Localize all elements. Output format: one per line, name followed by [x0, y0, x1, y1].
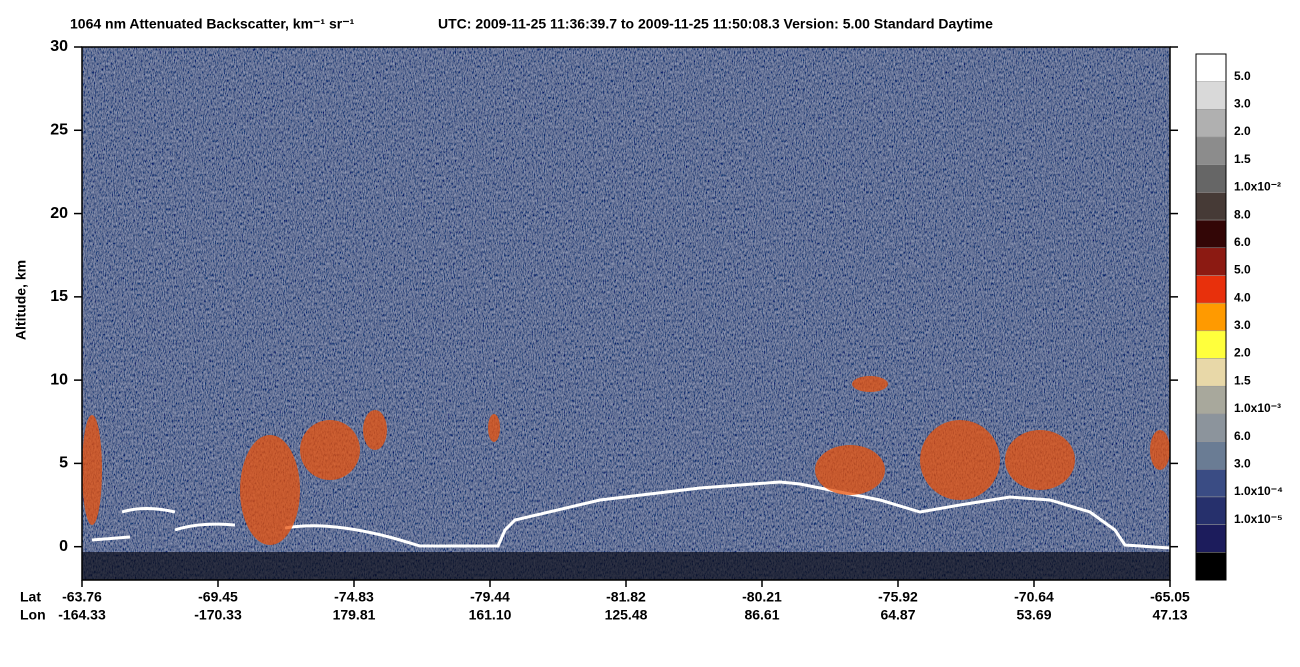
- colorbar-label: 1.0x10⁻⁵: [1234, 512, 1283, 526]
- colorbar-label: 8.0: [1234, 207, 1251, 221]
- colorbar-swatch: [1195, 552, 1227, 581]
- cloud-features: [82, 376, 1170, 545]
- colorbar-swatch: [1195, 275, 1227, 304]
- x-tick-label: 47.13: [1152, 607, 1187, 623]
- colorbar-label: 2.0: [1234, 346, 1251, 360]
- y-tick-label: 30: [50, 38, 68, 55]
- colorbar-label: 1.0x10⁻²: [1234, 180, 1281, 194]
- colorbar-swatch: [1195, 53, 1227, 82]
- y-tick-label: 10: [50, 371, 68, 388]
- x-tick-label: 86.61: [744, 607, 779, 623]
- colorbar-label: 1.0x10⁻³: [1234, 401, 1281, 415]
- colorbar-label: 3.0: [1234, 97, 1251, 111]
- colorbar-label: 1.0x10⁻⁴: [1234, 484, 1283, 498]
- subsurface: [82, 552, 1170, 580]
- y-tick-label: 20: [50, 205, 68, 222]
- colorbar-label: 1.5: [1234, 373, 1251, 387]
- colorbar-swatch: [1195, 413, 1227, 442]
- colorbar-swatch: [1195, 164, 1227, 193]
- surface-return: [91, 480, 1171, 550]
- colorbar-swatch: [1195, 469, 1227, 498]
- x-tick-label: -170.33: [194, 607, 242, 623]
- colorbar-swatch: [1195, 109, 1227, 138]
- colorbar-label: 6.0: [1234, 235, 1251, 249]
- y-tick-label: 25: [50, 122, 68, 139]
- colorbar-swatch: [1195, 192, 1227, 221]
- colorbar-label: 3.0: [1234, 456, 1251, 470]
- x-tick-label: 161.10: [469, 607, 512, 623]
- colorbar-swatch: [1195, 136, 1227, 165]
- colorbar-swatch: [1195, 302, 1227, 332]
- x-tick-label: -79.44: [470, 589, 510, 605]
- colorbar-swatch: [1195, 81, 1227, 110]
- x-tick-label: -80.21: [742, 589, 782, 605]
- plot-image: [82, 47, 1171, 580]
- chart-subtitle: UTC: 2009-11-25 11:36:39.7 to 2009-11-25…: [438, 16, 993, 32]
- colorbar-swatch: [1195, 385, 1227, 415]
- y-axis-label: Altitude, km: [13, 260, 29, 340]
- colorbar-label: 5.0: [1234, 69, 1251, 83]
- colorbar-label: 4.0: [1234, 290, 1251, 304]
- colorbar: 5.0 3.0 2.0 1.5 1.0x10⁻² 8.0 6.0 5.0 4.0 3.0 2.0 1.…: [1195, 53, 1283, 581]
- colorbar-swatch: [1195, 524, 1227, 553]
- y-tick-label: 5: [59, 455, 68, 472]
- chart-title: 1064 nm Attenuated Backscatter, km⁻¹ sr⁻…: [70, 16, 355, 32]
- x-tick-label: -65.05: [1150, 589, 1190, 605]
- colorbar-label: 5.0: [1234, 263, 1251, 277]
- colorbar-swatch: [1195, 219, 1227, 249]
- colorbar-swatch: [1195, 247, 1227, 276]
- colorbar-swatch: [1195, 358, 1227, 387]
- x-tick-label: -69.45: [198, 589, 238, 605]
- y-tick-label: 0: [59, 538, 68, 555]
- colorbar-frame: [1195, 53, 1227, 581]
- x-tick-label: -74.83: [334, 589, 374, 605]
- x-tick-label: -164.33: [58, 607, 106, 623]
- x-tick-label: 64.87: [880, 607, 915, 623]
- row-label: Lat: [20, 589, 41, 605]
- colorbar-label: 3.0: [1234, 318, 1251, 332]
- x-tick-label: 53.69: [1016, 607, 1051, 623]
- y-tick-label: 15: [50, 288, 68, 305]
- x-tick-label: -63.76: [62, 589, 102, 605]
- x-tick-label: -70.64: [1014, 589, 1054, 605]
- x-tick-label: 125.48: [605, 607, 648, 623]
- colorbar-label: 1.5: [1234, 152, 1251, 166]
- colorbar-swatch: [1195, 441, 1227, 470]
- colorbar-swatch: [1195, 496, 1227, 525]
- x-tick-label: -81.82: [606, 589, 646, 605]
- x-tick-label: 179.81: [333, 607, 376, 623]
- colorbar-swatch: [1195, 330, 1227, 359]
- x-tick-label: -75.92: [878, 589, 918, 605]
- row-label: Lon: [20, 607, 46, 623]
- colorbar-label: 2.0: [1234, 124, 1251, 138]
- colorbar-label: 6.0: [1234, 429, 1251, 443]
